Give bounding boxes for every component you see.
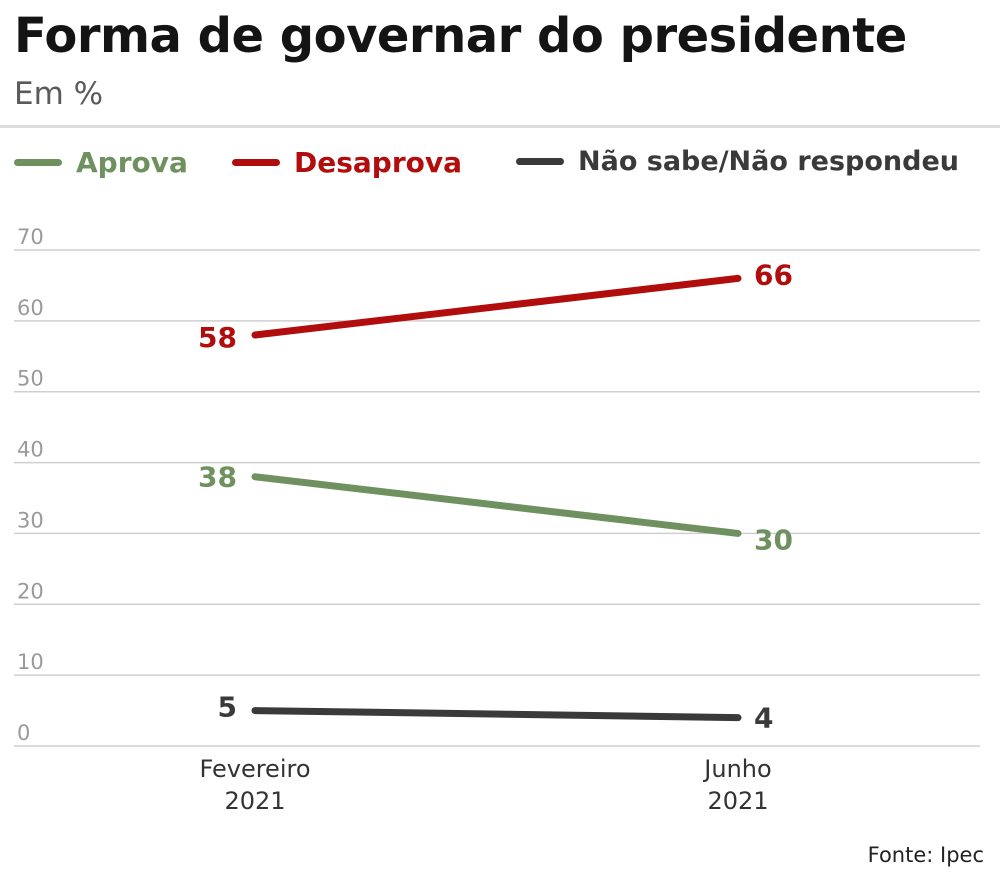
chart-title: Forma de governar do presidente (14, 8, 907, 64)
y-tick-label-60: 60 (17, 296, 44, 320)
y-tick-label-10: 10 (17, 650, 44, 674)
y-tick-label-70: 70 (17, 225, 44, 249)
source-note: Fonte: Ipec (867, 843, 984, 867)
y-tick-label-0: 0 (17, 721, 30, 745)
legend-item-desaprova: Desaprova (232, 146, 462, 179)
y-tick-label-30: 30 (17, 508, 44, 532)
chart-legend: Aprova Desaprova Não sabe/Não respondeu (14, 146, 994, 186)
legend-swatch-aprova (14, 159, 62, 166)
series-line-desaprova (251, 274, 742, 339)
legend-item-aprova: Aprova (14, 146, 188, 179)
y-tick-label-20: 20 (17, 579, 44, 603)
y-tick-label-50: 50 (17, 367, 44, 391)
data-label-nao-sabe-1: 4 (754, 702, 773, 735)
x-tick-label-0-0: Fevereiro (199, 755, 310, 783)
series-line-aprova (251, 473, 742, 537)
legend-item-nao-sabe: Não sabe/Não respondeu (516, 146, 959, 177)
data-label-desaprova-0: 58 (198, 321, 237, 354)
legend-label-desaprova: Desaprova (294, 146, 463, 179)
legend-swatch-desaprova (232, 159, 280, 166)
data-label-aprova-1: 30 (754, 523, 793, 556)
legend-label-aprova: Aprova (76, 146, 188, 179)
header-divider (0, 125, 1000, 128)
chart-subtitle: Em % (14, 76, 104, 112)
data-label-nao-sabe-0: 5 (218, 691, 237, 724)
series-line-nao-sabe (251, 707, 742, 722)
x-tick-label-1-0: Junho (702, 755, 771, 783)
data-label-aprova-0: 38 (198, 461, 237, 494)
x-tick-label-1-1: 2021 (707, 787, 768, 815)
legend-swatch-nao-sabe (516, 158, 564, 165)
y-tick-label-40: 40 (17, 438, 44, 462)
data-label-desaprova-1: 66 (754, 258, 793, 291)
legend-label-nao-sabe: Não sabe/Não respondeu (578, 146, 959, 177)
x-tick-label-0-1: 2021 (224, 787, 285, 815)
